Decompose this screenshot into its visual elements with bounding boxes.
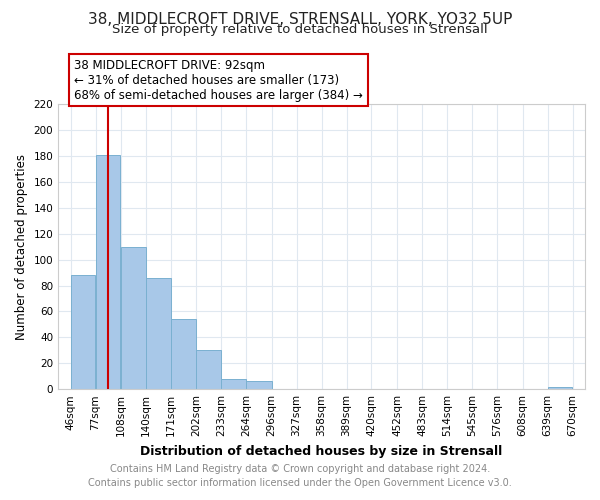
Text: Size of property relative to detached houses in Strensall: Size of property relative to detached ho…	[112, 22, 488, 36]
Bar	[172, 320, 196, 389]
Bar	[146, 278, 171, 389]
Text: Contains HM Land Registry data © Crown copyright and database right 2024.
Contai: Contains HM Land Registry data © Crown c…	[88, 464, 512, 487]
Bar	[221, 379, 246, 389]
Text: 38 MIDDLECROFT DRIVE: 92sqm
← 31% of detached houses are smaller (173)
68% of se: 38 MIDDLECROFT DRIVE: 92sqm ← 31% of det…	[74, 58, 363, 102]
Bar	[548, 386, 572, 389]
Bar	[196, 350, 221, 389]
Y-axis label: Number of detached properties: Number of detached properties	[15, 154, 28, 340]
Bar	[246, 382, 272, 389]
Bar	[121, 247, 146, 389]
Bar	[96, 155, 121, 389]
Text: 38, MIDDLECROFT DRIVE, STRENSALL, YORK, YO32 5UP: 38, MIDDLECROFT DRIVE, STRENSALL, YORK, …	[88, 12, 512, 28]
X-axis label: Distribution of detached houses by size in Strensall: Distribution of detached houses by size …	[140, 444, 503, 458]
Bar	[71, 275, 95, 389]
